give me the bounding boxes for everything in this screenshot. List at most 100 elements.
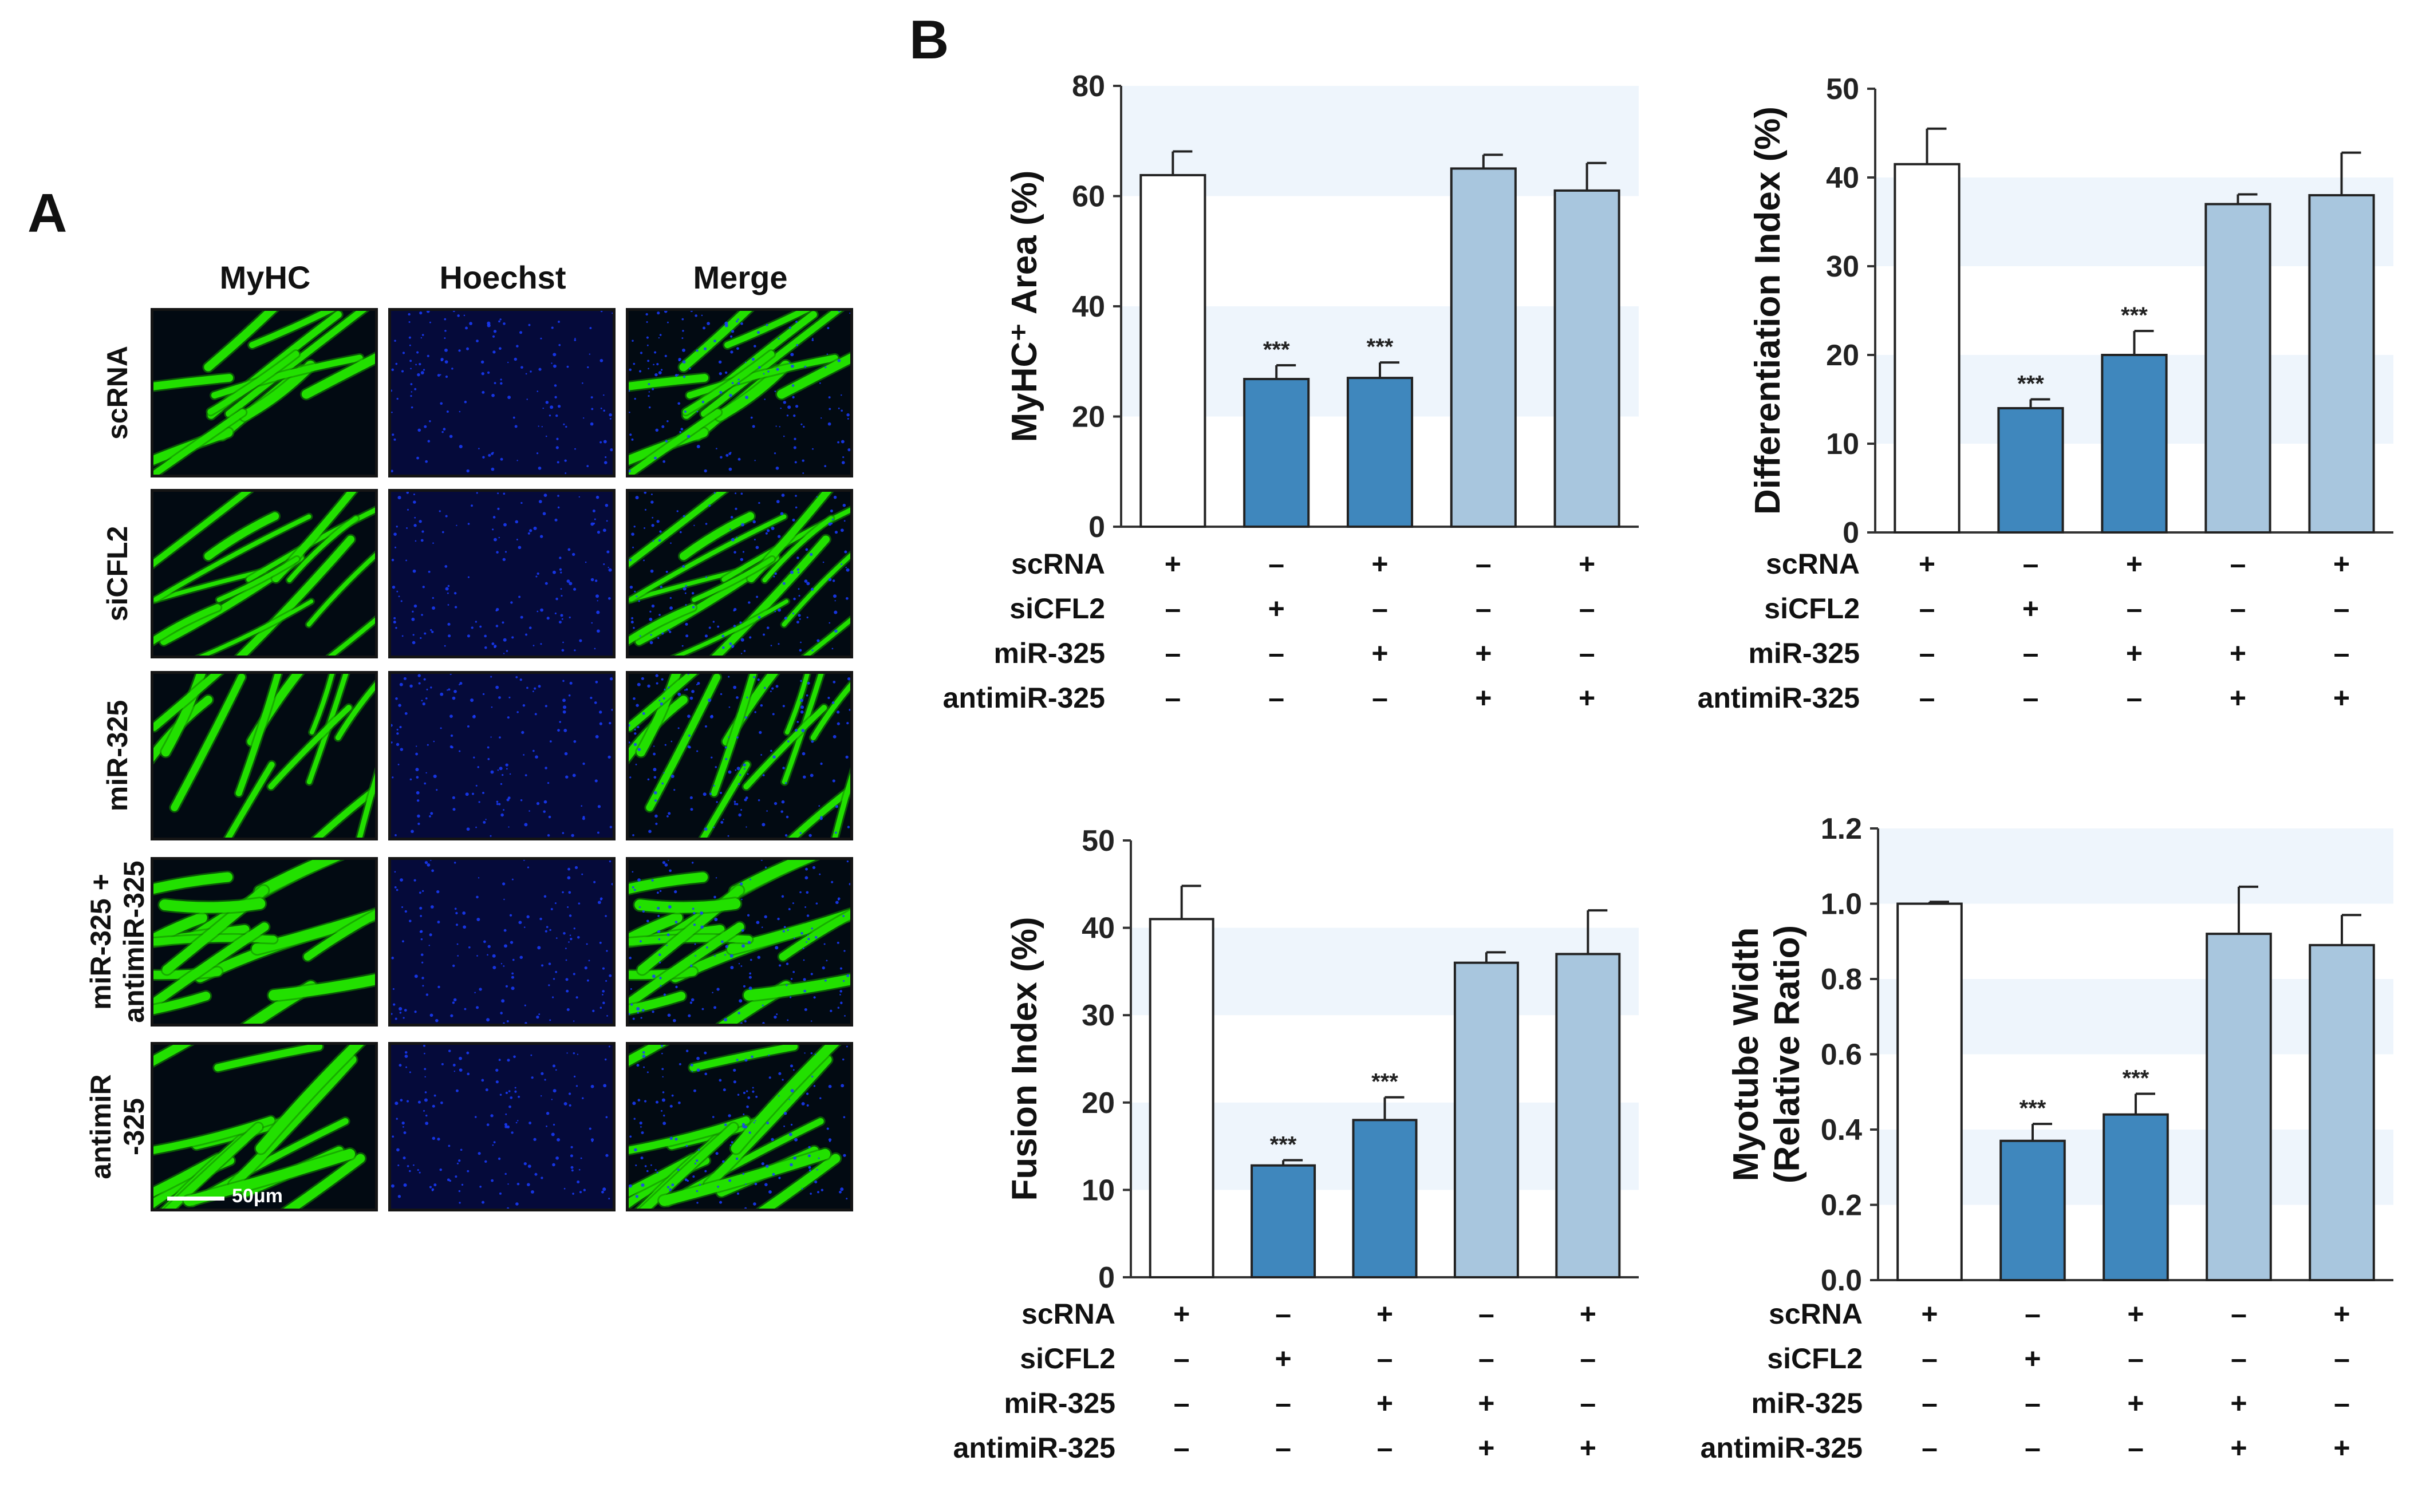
condition-sign: – — [1922, 1432, 1938, 1464]
condition-sign: + — [1371, 637, 1388, 669]
y-tick-label: 10 — [1082, 1174, 1115, 1207]
condition-sign: – — [1476, 548, 1492, 580]
grid-band — [1131, 927, 1639, 1016]
condition-sign: – — [1275, 1432, 1291, 1464]
y-tick-label: 1.2 — [1821, 812, 1862, 846]
condition-sign: – — [1579, 593, 1595, 625]
condition-label: antimiR-325 — [1698, 682, 1860, 714]
condition-sign: + — [2127, 1298, 2144, 1330]
panel-a-letter: A — [27, 183, 68, 244]
condition-sign: – — [1476, 593, 1492, 625]
condition-sign: – — [1377, 1343, 1393, 1375]
micrograph-hoechst — [388, 1042, 616, 1211]
bar — [2206, 933, 2272, 1281]
significance-label: *** — [1371, 1069, 1398, 1095]
y-tick-label: 0.0 — [1821, 1264, 1862, 1297]
condition-sign: + — [1371, 548, 1388, 580]
condition-sign: + — [1580, 1432, 1596, 1464]
y-axis-title: Differentiation Index (%) — [1748, 106, 1788, 515]
y-axis-title-line: Myotube Width — [1726, 927, 1766, 1182]
condition-sign: + — [1580, 1298, 1596, 1330]
bar — [1251, 1164, 1316, 1278]
condition-sign: – — [1372, 593, 1388, 625]
y-axis-title: Myotube Width(Relative Ratio) — [1726, 925, 1807, 1183]
condition-sign: – — [2334, 1343, 2350, 1375]
condition-sign: + — [1478, 1432, 1494, 1464]
bar — [1243, 378, 1310, 528]
condition-sign: + — [1475, 682, 1492, 714]
micrograph-myhc — [151, 1042, 378, 1211]
y-axis-title-line: (Relative Ratio) — [1768, 925, 1807, 1183]
condition-sign: – — [2023, 682, 2039, 714]
bar — [1139, 173, 1206, 528]
y-tick-label: 50 — [1082, 824, 1115, 858]
condition-sign: – — [1922, 1387, 1938, 1419]
micrograph-merge — [626, 671, 853, 840]
y-tick-label: 0 — [1098, 1261, 1115, 1294]
condition-sign: – — [1580, 1343, 1596, 1375]
condition-sign: – — [1919, 637, 1935, 669]
y-tick-label: 30 — [1826, 250, 1859, 283]
condition-sign: – — [1174, 1343, 1190, 1375]
condition-sign: – — [2231, 1343, 2247, 1375]
bar — [1149, 918, 1214, 1278]
condition-sign: + — [2333, 1298, 2350, 1330]
condition-sign: – — [1478, 1343, 1494, 1375]
significance-label: *** — [2019, 1096, 2046, 1121]
chart-1: 0 20 40 60 80 MyHC⁺ Area (%) *** *** scRNA + – + – + s… — [943, 70, 1639, 714]
bar — [1555, 953, 1621, 1278]
condition-sign: – — [1372, 682, 1388, 714]
condition-sign: – — [1275, 1387, 1291, 1419]
condition-label: miR-325 — [993, 637, 1105, 669]
condition-sign: + — [1579, 548, 1595, 580]
micrograph-myhc — [151, 308, 378, 477]
condition-label: siCFL2 — [1767, 1343, 1863, 1375]
condition-label: miR-325 — [1751, 1387, 1863, 1419]
condition-sign: – — [1268, 637, 1284, 669]
condition-sign: – — [1165, 682, 1181, 714]
bar — [1997, 407, 2064, 534]
y-axis-title-line: MyHC⁺ Area (%) — [1005, 171, 1044, 443]
condition-sign: + — [2230, 1387, 2247, 1419]
micrograph-myhc — [151, 857, 378, 1027]
condition-sign: + — [2126, 637, 2143, 669]
y-tick-label: 20 — [1082, 1087, 1115, 1120]
condition-sign: – — [1919, 593, 1935, 625]
chart-3: 0 10 20 30 40 50 Fusion Index (%) *** *** scRNA + –… — [953, 824, 1639, 1464]
condition-sign: – — [2230, 548, 2246, 580]
bar — [1352, 1119, 1418, 1278]
condition-sign: – — [1165, 637, 1181, 669]
micrograph-myhc — [151, 671, 378, 840]
micrograph-hoechst — [388, 857, 616, 1027]
micrograph-hoechst — [388, 308, 616, 477]
micrograph-hoechst — [388, 489, 616, 658]
y-axis-title-line: Fusion Index (%) — [1005, 917, 1044, 1201]
y-tick-label: 0.2 — [1821, 1189, 1862, 1222]
significance-label: *** — [2123, 1066, 2149, 1091]
condition-sign: + — [2024, 1343, 2041, 1375]
condition-sign: + — [1475, 637, 1492, 669]
condition-label: scRNA — [1769, 1298, 1863, 1330]
condition-sign: – — [1268, 548, 1284, 580]
y-tick-label: 20 — [1072, 401, 1105, 434]
condition-sign: – — [2025, 1387, 2041, 1419]
condition-sign: + — [2333, 548, 2350, 580]
significance-label: *** — [2121, 303, 2148, 328]
condition-sign: + — [2333, 682, 2350, 714]
condition-sign: – — [1165, 593, 1181, 625]
panel-b-letter: B — [909, 9, 949, 70]
bar — [1453, 961, 1519, 1278]
bar — [1894, 163, 1961, 534]
significance-label: *** — [1263, 337, 1290, 362]
condition-sign: – — [1174, 1387, 1190, 1419]
condition-sign: + — [1579, 682, 1595, 714]
condition-label: scRNA — [1021, 1298, 1115, 1330]
grid-band — [1878, 828, 2393, 904]
bar — [2101, 354, 2168, 534]
scale-bar-label: 50μm — [232, 1185, 283, 1207]
condition-sign: + — [1173, 1298, 1190, 1330]
condition-label: antimiR-325 — [953, 1432, 1115, 1464]
bar — [1346, 377, 1414, 528]
condition-sign: + — [2126, 548, 2143, 580]
micrograph-myhc — [151, 489, 378, 658]
